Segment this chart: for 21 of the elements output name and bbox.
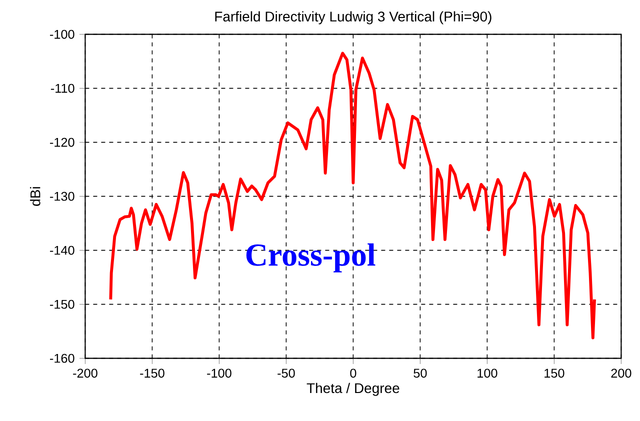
- x-tick-label: -100: [207, 368, 232, 378]
- x-tick-label: 150: [544, 368, 564, 378]
- line-series: [109, 52, 596, 340]
- annotation: Cross-pol: [246, 243, 376, 272]
- x-axis-title: Theta / Degree: [306, 382, 400, 396]
- x-tick-label: -50: [278, 368, 295, 378]
- x-tick-label: 0: [350, 368, 356, 378]
- x-tick-label: 100: [478, 368, 498, 378]
- y-tick-label: -140: [50, 246, 74, 255]
- x-tick-label: -200: [73, 368, 98, 378]
- y-tick-label: -110: [50, 84, 74, 93]
- y-tick-label: -100: [50, 30, 74, 39]
- y-tick-label: -160: [50, 354, 74, 363]
- x-tick-label: -150: [140, 368, 164, 378]
- x-tick-label: 200: [611, 368, 632, 378]
- y-tick-label: -130: [50, 192, 74, 201]
- y-tick-label: -120: [50, 138, 74, 147]
- y-tick-label: -150: [50, 300, 74, 309]
- y-axis-title: dBi: [30, 187, 40, 206]
- x-tick-label: 50: [414, 368, 427, 378]
- chart-title: Farfield Directivity Ludwig 3 Vertical (Phi=90): [215, 11, 492, 24]
